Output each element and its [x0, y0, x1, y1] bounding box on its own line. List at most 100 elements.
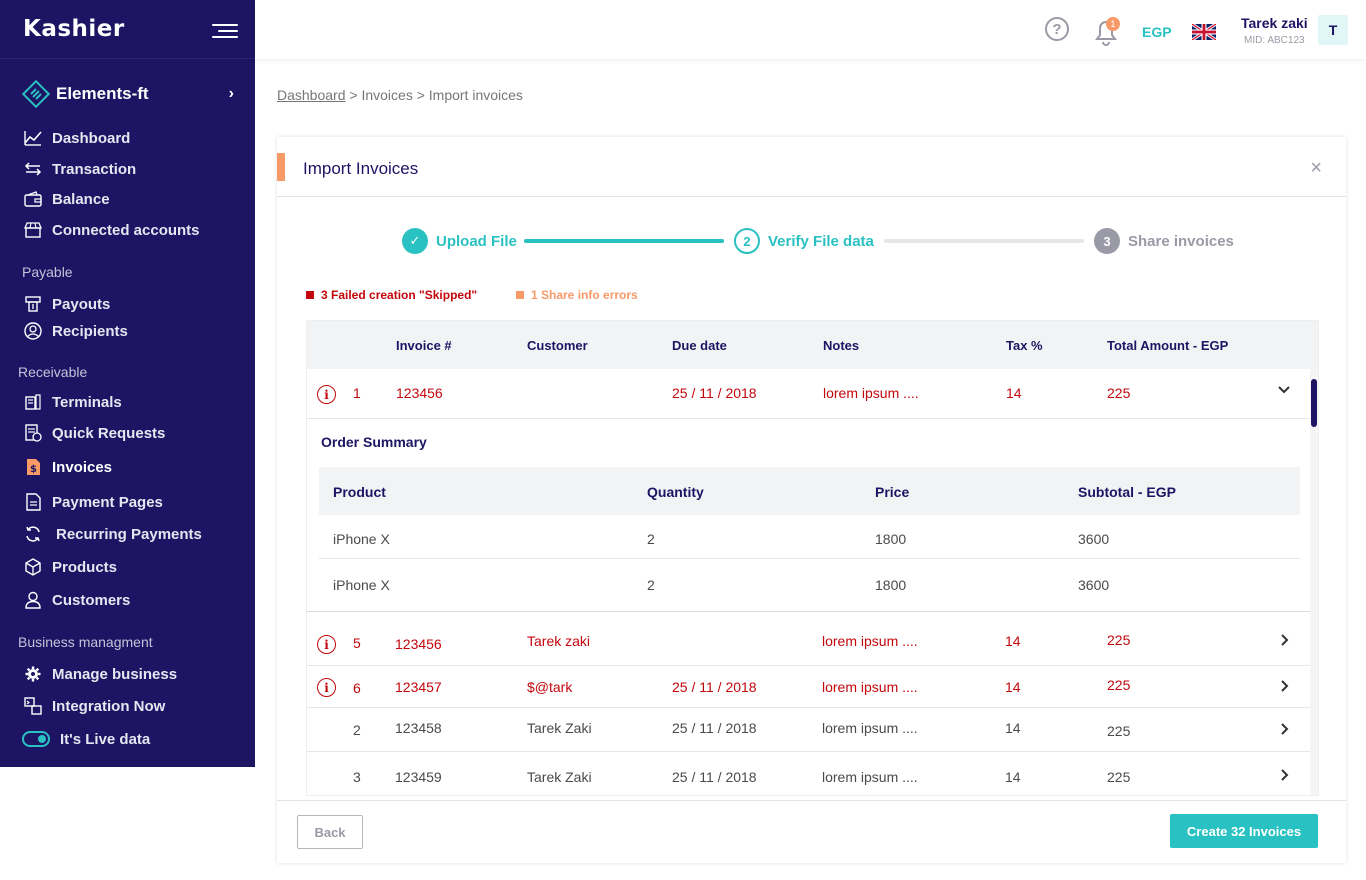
user-name[interactable]: Tarek zaki [1241, 15, 1308, 31]
table-row[interactable]: i 6 123457 $@tark 25 / 11 / 2018 lorem i… [307, 666, 1312, 708]
step-label: Share invoices [1128, 232, 1234, 250]
sidebar-item-label: Recurring Payments [56, 525, 202, 543]
close-icon[interactable]: × [1310, 157, 1322, 179]
row-tax: 14 [1005, 769, 1021, 785]
import-invoices-card: Import Invoices × ✓ Upload File 2 Verify… [277, 137, 1346, 863]
sub-quantity: 2 [647, 577, 655, 593]
menu-toggle-icon[interactable] [212, 24, 238, 38]
kashier-logo[interactable]: Kashier [23, 16, 125, 42]
chevron-right-icon[interactable] [1279, 633, 1291, 650]
page-title: Import Invoices [303, 159, 419, 178]
sidebar-item-label: Balance [52, 190, 110, 208]
col-customer: Customer [527, 338, 588, 353]
step-connector-pending [884, 239, 1084, 243]
col-invoice: Invoice # [396, 338, 452, 353]
notification-badge: 1 [1106, 17, 1120, 31]
sidebar-item-manage-business[interactable]: Manage business [24, 663, 177, 685]
col-notes: Notes [823, 338, 860, 353]
col-total: Total Amount - EGP [1107, 338, 1229, 353]
row-notes: lorem ipsum .... [822, 769, 918, 785]
page-icon [24, 493, 42, 511]
user-icon [24, 591, 42, 609]
table-row[interactable]: i 5 123456 Tarek zaki lorem ipsum .... 1… [307, 621, 1312, 666]
chevron-down-icon[interactable] [1277, 383, 1291, 400]
row-total: 225 [1107, 632, 1131, 648]
invoice-icon: $ [24, 458, 42, 476]
chevron-right-icon[interactable] [1279, 768, 1291, 785]
sidebar-item-recipients[interactable]: Recipients [24, 320, 128, 342]
sidebar: Kashier Elements-ft › Dashboard Transact… [0, 0, 255, 767]
order-summary-title: Order Summary [321, 434, 427, 450]
sidebar-item-customers[interactable]: Customers [24, 589, 130, 611]
col-tax: Tax % [1006, 338, 1043, 353]
check-icon: ✓ [402, 228, 428, 254]
sidebar-item-recurring-payments[interactable]: Recurring Payments [24, 523, 202, 545]
row-due: 25 / 11 / 2018 [672, 679, 757, 695]
sidebar-item-invoices[interactable]: $ Invoices [24, 456, 112, 478]
sidebar-item-integration-now[interactable]: Integration Now [24, 695, 165, 717]
info-icon[interactable]: i [317, 635, 336, 654]
info-icon[interactable]: i [317, 678, 336, 697]
sidebar-item-terminals[interactable]: Terminals [24, 391, 122, 413]
row-notes: lorem ipsum .... [822, 679, 918, 695]
sub-quantity: 2 [647, 531, 655, 547]
avatar[interactable]: T [1318, 15, 1348, 45]
user-circle-icon [24, 322, 42, 340]
legend-share-errors: 1 Share info errors [516, 288, 638, 302]
sidebar-item-label: Transaction [52, 160, 137, 178]
live-data-toggle[interactable]: It's Live data [22, 728, 150, 750]
section-receivable: Receivable [18, 364, 88, 380]
sidebar-item-label: Quick Requests [52, 424, 166, 442]
row-tax: 14 [1005, 679, 1021, 695]
create-invoices-button[interactable]: Create 32 Invoices [1170, 814, 1318, 848]
order-summary-row: iPhone X 2 1800 3600 [319, 515, 1300, 559]
accent-bar [277, 153, 285, 181]
sidebar-item-transaction[interactable]: Transaction [24, 158, 136, 180]
help-icon[interactable]: ? [1045, 17, 1069, 41]
scrollbar-track[interactable] [1310, 369, 1318, 795]
sidebar-item-products[interactable]: Products [24, 556, 117, 578]
sidebar-item-label: Dashboard [52, 129, 131, 147]
chevron-right-icon[interactable] [1279, 679, 1291, 696]
sidebar-item-dashboard[interactable]: Dashboard [24, 127, 130, 149]
sidebar-item-balance[interactable]: Balance [24, 188, 110, 210]
chart-line-icon [24, 129, 42, 147]
table-row[interactable]: i 1 123456 25 / 11 / 2018 lorem ipsum ..… [307, 369, 1312, 419]
sub-subtotal: 3600 [1078, 577, 1110, 593]
table-row[interactable]: 3 123459 Tarek Zaki 25 / 11 / 2018 lorem… [307, 752, 1312, 795]
sidebar-item-label: Payouts [52, 295, 111, 313]
back-button[interactable]: Back [297, 815, 363, 849]
table-row[interactable]: 2 123458 Tarek Zaki 25 / 11 / 2018 lorem… [307, 708, 1312, 752]
receipt-icon [24, 424, 42, 442]
sidebar-item-connected-accounts[interactable]: Connected accounts [24, 219, 200, 241]
info-icon[interactable]: i [317, 385, 336, 404]
uk-flag-icon[interactable] [1192, 24, 1216, 40]
chevron-right-icon[interactable] [1279, 722, 1291, 739]
row-tax: 14 [1005, 633, 1021, 649]
toggle-switch[interactable] [22, 731, 50, 747]
row-invoice: 123457 [395, 679, 442, 695]
store-icon [24, 221, 42, 239]
sidebar-item-label: Payment Pages [52, 493, 163, 511]
row-notes: lorem ipsum .... [822, 633, 918, 649]
org-switcher[interactable]: Elements-ft › [22, 79, 242, 109]
sub-product: iPhone X [333, 531, 390, 547]
scrollbar-thumb[interactable] [1311, 379, 1317, 427]
row-total: 225 [1107, 723, 1131, 739]
step-label: Verify File data [768, 232, 874, 250]
sub-subtotal: 3600 [1078, 531, 1110, 547]
sidebar-item-quick-requests[interactable]: Quick Requests [24, 422, 165, 444]
row-due: 25 / 11 / 2018 [672, 385, 757, 401]
sidebar-item-label: Recipients [52, 322, 128, 340]
sidebar-item-label: Products [52, 558, 118, 576]
currency-selector[interactable]: EGP [1142, 24, 1172, 40]
legend-share-label: 1 Share info errors [531, 288, 638, 302]
col-due-date: Due date [672, 338, 727, 353]
org-name: Elements-ft [56, 84, 149, 103]
sidebar-item-payouts[interactable]: Payouts [24, 293, 110, 315]
sidebar-item-payment-pages[interactable]: Payment Pages [24, 491, 163, 513]
row-tax: 14 [1005, 720, 1021, 736]
legend-swatch [516, 291, 524, 299]
chevron-right-icon[interactable]: › [228, 85, 234, 102]
breadcrumb-dashboard-link[interactable]: Dashboard [277, 87, 346, 103]
